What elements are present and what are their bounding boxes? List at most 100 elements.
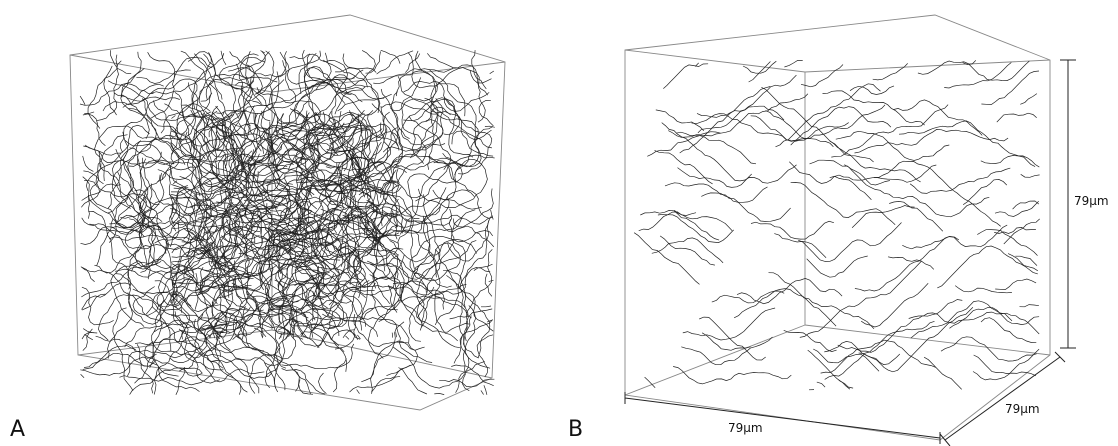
fiber — [381, 208, 452, 227]
fiber — [173, 218, 232, 292]
fiber — [345, 145, 362, 220]
height-bar — [1060, 59, 1076, 349]
fiber — [174, 114, 246, 189]
fiber — [203, 208, 281, 269]
fiber — [447, 214, 493, 262]
fiber — [837, 299, 963, 353]
fiber — [940, 336, 1037, 362]
fiber — [389, 189, 475, 263]
fiber — [369, 197, 482, 218]
fiber — [829, 140, 921, 183]
fiber — [748, 61, 771, 83]
fiber — [783, 329, 837, 352]
fiber — [113, 92, 180, 102]
fiber — [259, 298, 288, 328]
fiber — [305, 67, 380, 116]
fiber — [396, 168, 400, 184]
fiber — [800, 64, 844, 88]
fiber — [135, 338, 273, 379]
fiber — [245, 137, 319, 196]
fiber — [142, 172, 165, 228]
fiber — [278, 246, 319, 324]
fiber — [278, 331, 286, 340]
fiber — [395, 70, 492, 149]
fiber — [937, 245, 1038, 289]
fiber — [407, 152, 463, 217]
fiber — [267, 227, 282, 274]
fiber — [172, 221, 208, 234]
fiber — [221, 109, 247, 142]
fiber — [268, 132, 323, 229]
fiber — [311, 233, 361, 299]
fiber — [243, 241, 308, 305]
fiber — [172, 276, 191, 301]
fiber — [364, 97, 439, 180]
fiber — [295, 222, 388, 268]
fiber — [488, 279, 494, 282]
fiber — [112, 131, 143, 224]
fiber — [661, 122, 797, 184]
fiber — [285, 329, 289, 340]
fiber — [165, 242, 241, 276]
fiber — [120, 95, 186, 135]
fiber — [280, 113, 305, 154]
fiber — [923, 356, 962, 390]
fiber — [765, 104, 886, 140]
fiber — [696, 74, 797, 118]
fiber — [682, 307, 776, 341]
fiber — [483, 385, 488, 395]
fiber — [239, 323, 248, 337]
fiber — [378, 283, 400, 323]
fiber — [370, 340, 425, 394]
fiber — [392, 346, 485, 389]
fiber — [153, 100, 178, 155]
fiber — [633, 232, 700, 285]
fiber — [312, 274, 375, 295]
box-edge — [624, 49, 1051, 73]
fiber — [701, 186, 768, 203]
fiber — [147, 227, 155, 280]
fiber — [668, 93, 809, 138]
fiber — [1007, 253, 1038, 272]
fiber — [84, 111, 95, 114]
fiber — [742, 60, 777, 74]
fiber — [427, 126, 494, 167]
fiber — [392, 281, 435, 296]
fiber — [81, 332, 95, 340]
fiber — [219, 112, 242, 203]
fiber — [278, 263, 325, 300]
fiber — [768, 272, 875, 330]
fiber — [813, 348, 880, 372]
fiber — [1020, 174, 1040, 178]
box-edge — [804, 324, 1051, 356]
fiber — [391, 332, 394, 338]
fiber — [908, 311, 1040, 335]
fiber — [156, 291, 224, 371]
fiber — [102, 78, 198, 112]
fiber — [902, 224, 1008, 250]
fiber — [829, 175, 872, 200]
fiber — [373, 67, 454, 85]
fiber — [381, 101, 438, 115]
fiber — [215, 312, 296, 339]
fiber — [809, 159, 890, 186]
fiber — [298, 379, 314, 395]
fiber — [887, 256, 935, 270]
fiber — [854, 236, 959, 292]
fiber — [305, 111, 326, 137]
fiber — [373, 141, 392, 184]
fiber — [893, 99, 983, 136]
fiber — [342, 53, 377, 73]
fiber — [394, 254, 471, 333]
fiber — [246, 293, 264, 337]
fiber — [275, 113, 351, 209]
fiber — [654, 150, 713, 185]
fiber — [314, 222, 356, 256]
fiber — [129, 147, 175, 165]
fiber — [453, 319, 494, 364]
fiber — [403, 50, 438, 122]
fiber — [849, 85, 895, 95]
fiber — [403, 80, 474, 158]
fiber — [487, 319, 492, 323]
fiber — [256, 171, 339, 222]
